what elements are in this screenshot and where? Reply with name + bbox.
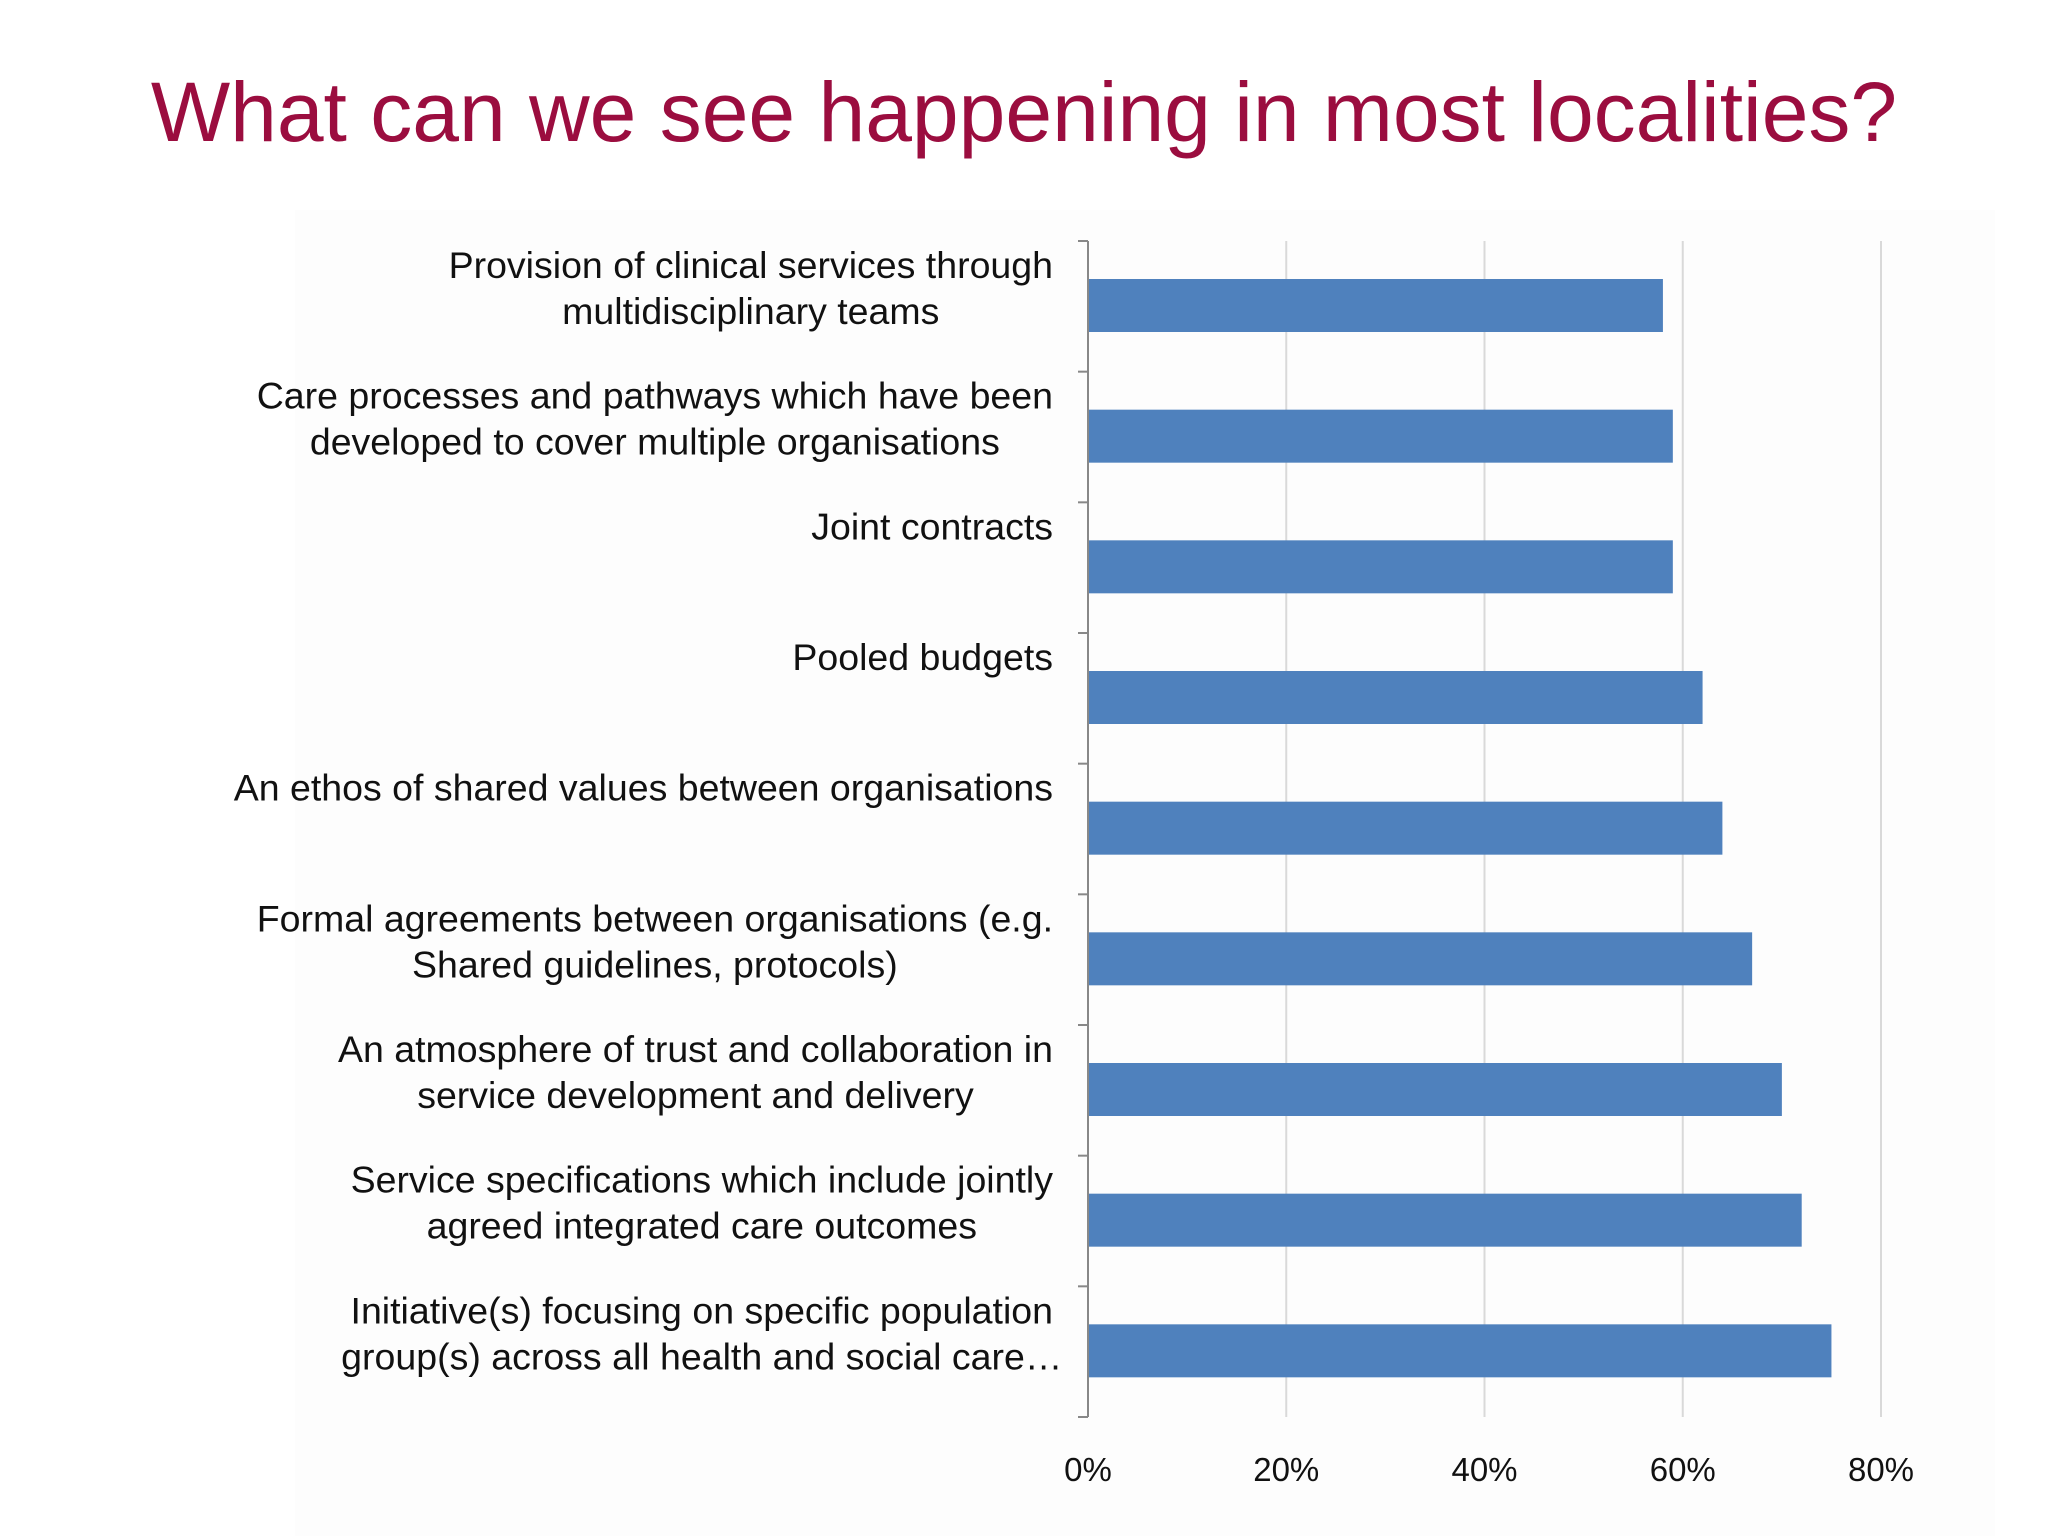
bars xyxy=(1088,279,1832,1378)
category-label-line: Provision of clinical services through xyxy=(449,244,1053,286)
bar-5 xyxy=(1088,801,1723,855)
category-axis xyxy=(1078,240,1089,1418)
category-label-line: developed to cover multiple organisation… xyxy=(310,421,1000,463)
category-label-3: Joint contracts xyxy=(811,505,1053,547)
x-tick-label-60: 60% xyxy=(1650,1451,1716,1488)
category-label-2: Care processes and pathways which have b… xyxy=(257,375,1053,463)
category-label-line: Shared guidelines, protocols) xyxy=(412,943,898,985)
bar-3 xyxy=(1088,540,1673,594)
bar-6 xyxy=(1088,932,1753,986)
category-label-6: Formal agreements between organisations … xyxy=(257,897,1053,985)
category-label-7: An atmosphere of trust and collaboration… xyxy=(338,1028,1053,1116)
slide-title: What can we see happening in most locali… xyxy=(150,65,1898,159)
x-tick-label-40: 40% xyxy=(1451,1451,1517,1488)
bar-4 xyxy=(1088,671,1703,724)
category-label-line: An ethos of shared values between organi… xyxy=(234,767,1053,809)
category-label-line: Pooled budgets xyxy=(792,636,1053,678)
bar-8 xyxy=(1088,1193,1802,1247)
bar-7 xyxy=(1088,1063,1782,1116)
category-label-line: An atmosphere of trust and collaboration… xyxy=(338,1028,1053,1070)
x-tick-label-20: 20% xyxy=(1253,1451,1319,1488)
category-label-8: Service specifications which include joi… xyxy=(351,1159,1054,1247)
category-label-line: group(s) across all health and social ca… xyxy=(341,1335,1062,1377)
category-label-line: Formal agreements between organisations … xyxy=(257,897,1053,939)
bar-9 xyxy=(1088,1324,1832,1378)
category-label-4: Pooled budgets xyxy=(792,636,1053,678)
category-labels: Provision of clinical services through mu… xyxy=(234,244,1063,1377)
x-tick-label-80: 80% xyxy=(1848,1451,1914,1488)
x-tick-label-0: 0% xyxy=(1064,1451,1112,1488)
tick-labels: 0% 20% 40% 60% 80% xyxy=(1064,1451,1914,1488)
category-label-line: service development and delivery xyxy=(417,1074,974,1116)
category-label-line: agreed integrated care outcomes xyxy=(427,1205,977,1247)
category-label-line: Initiative(s) focusing on specific popul… xyxy=(351,1289,1053,1331)
category-label-1: Provision of clinical services through mu… xyxy=(449,244,1053,332)
bar-2 xyxy=(1088,409,1673,463)
category-label-line: Service specifications which include joi… xyxy=(351,1159,1054,1201)
category-label-line: multidisciplinary teams xyxy=(562,290,939,332)
category-label-5: An ethos of shared values between organi… xyxy=(234,767,1053,809)
category-label-9: Initiative(s) focusing on specific popul… xyxy=(341,1289,1062,1377)
category-label-line: Care processes and pathways which have b… xyxy=(257,375,1053,417)
bar-1 xyxy=(1088,279,1663,332)
category-label-line: Joint contracts xyxy=(811,505,1053,547)
